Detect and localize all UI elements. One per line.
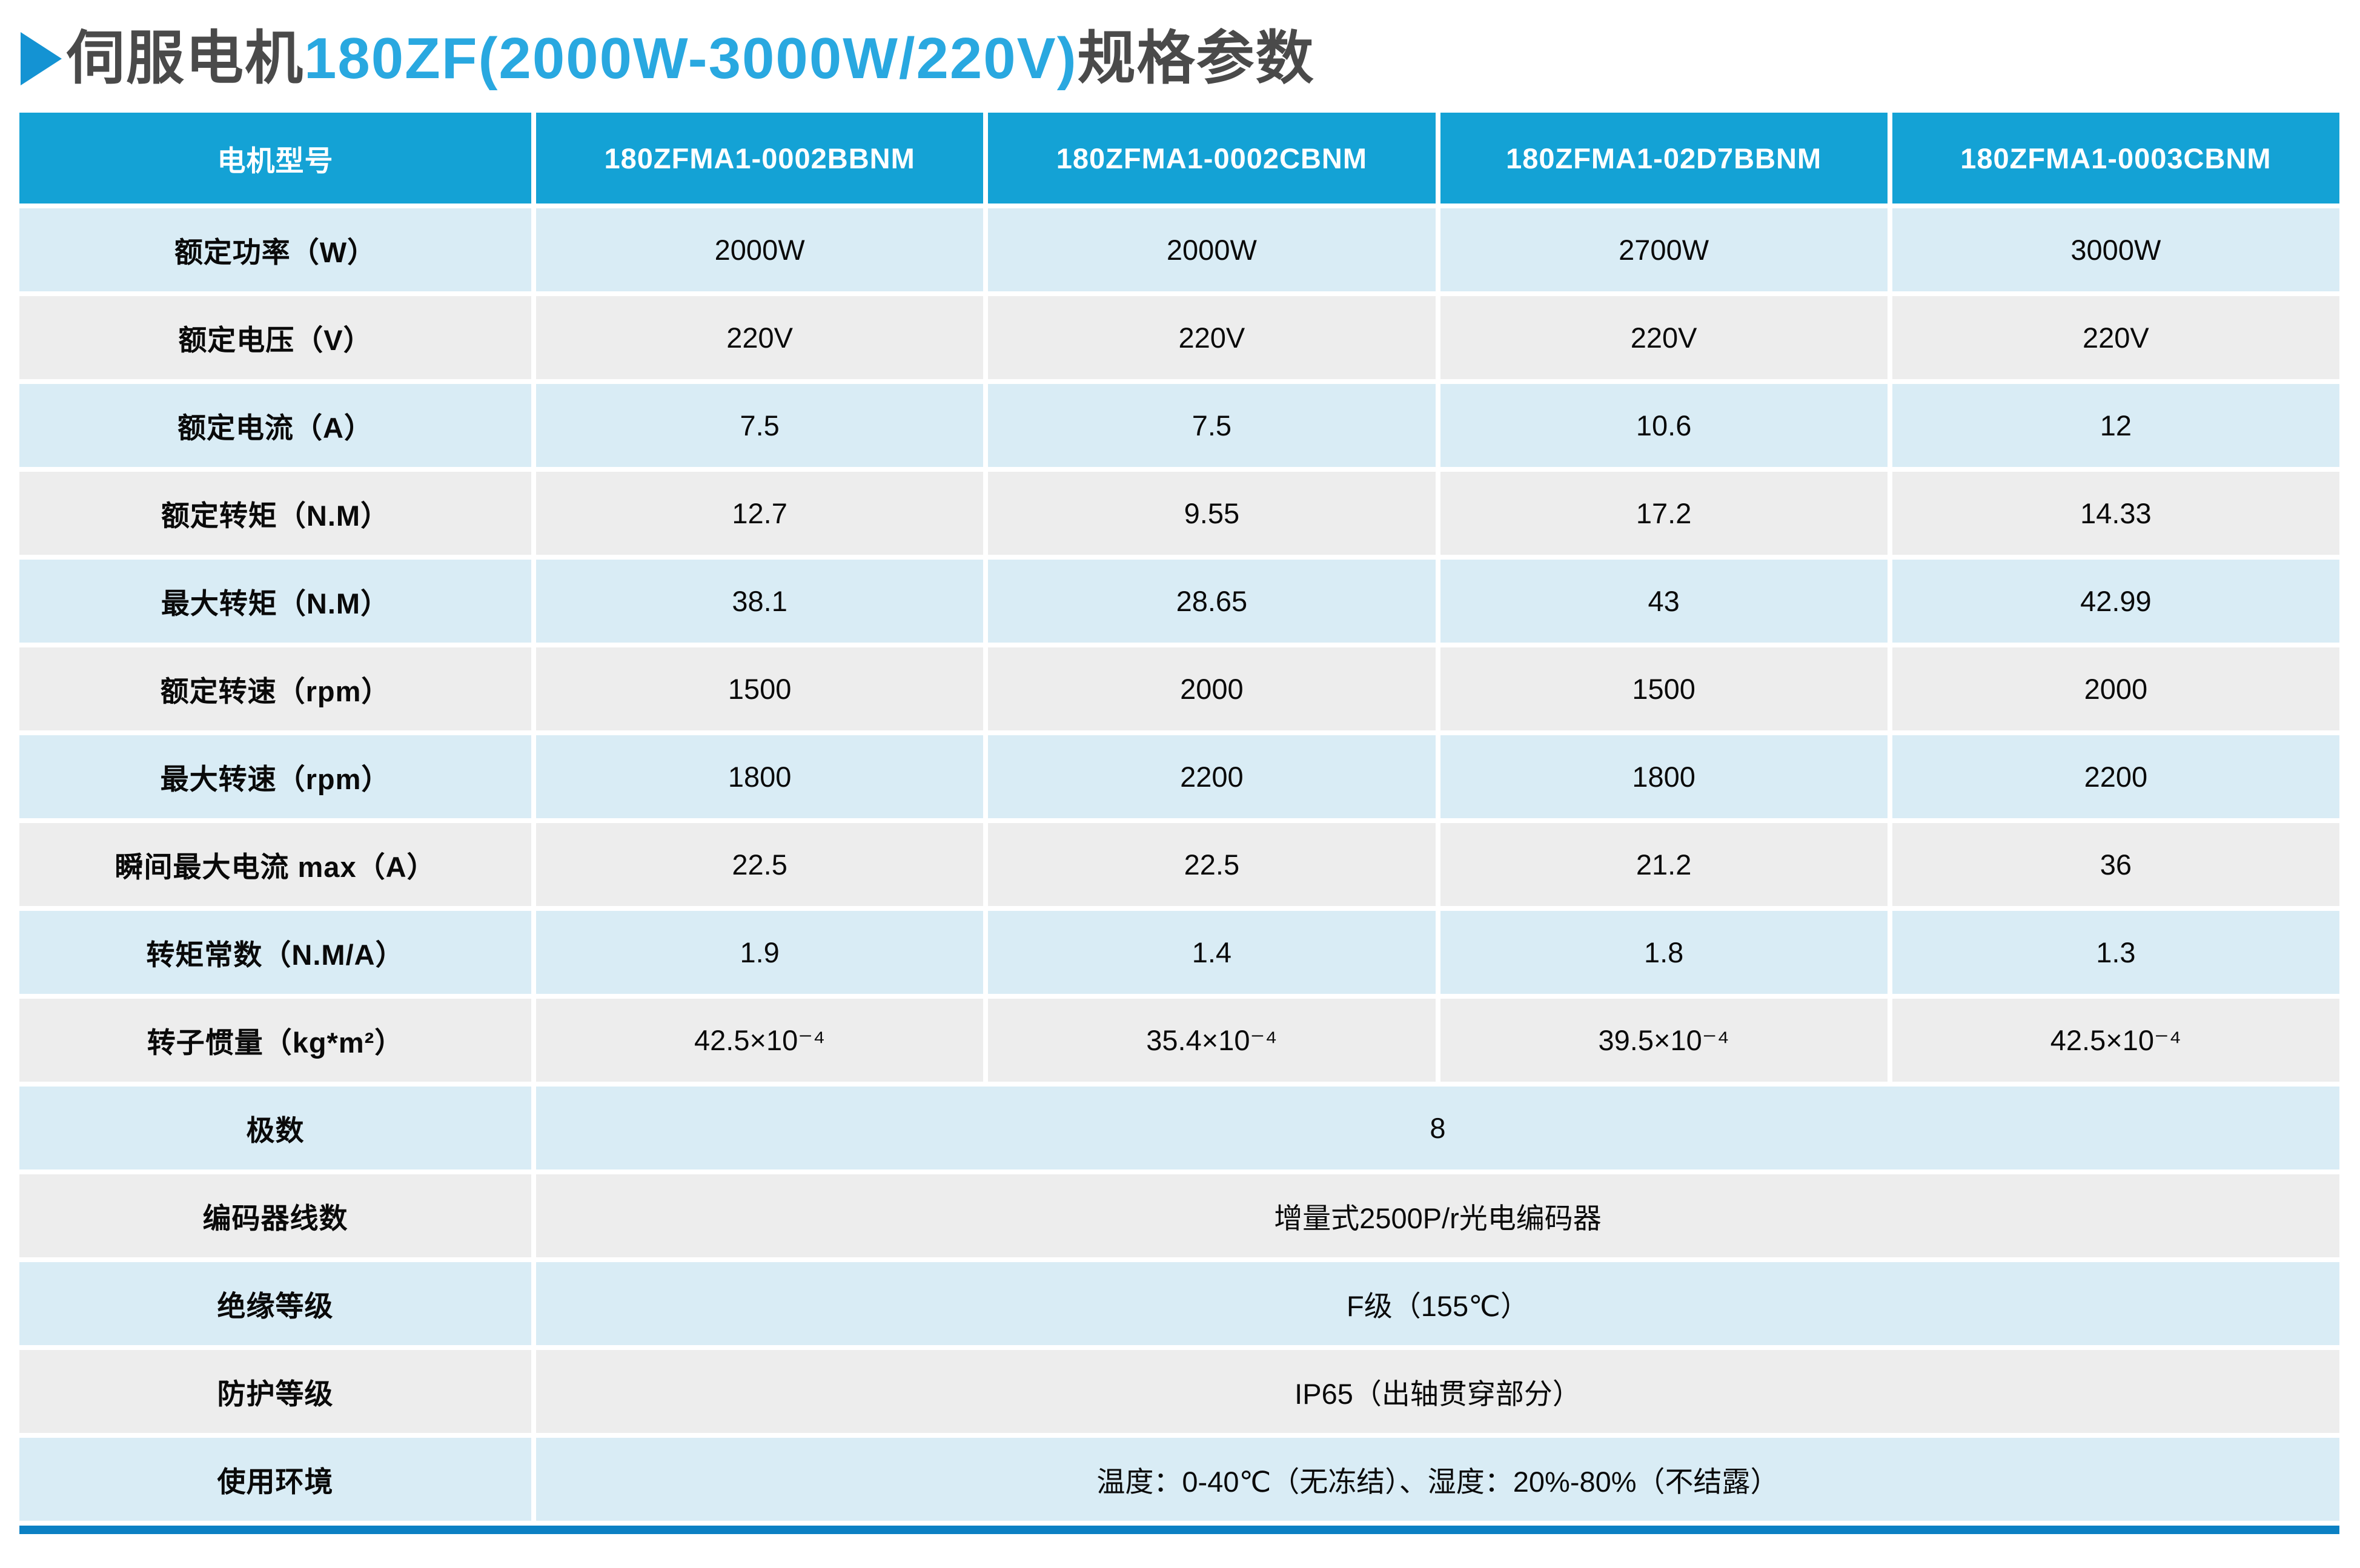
row-label: 编码器线数 [19,1174,531,1257]
row-merged-value: 温度：0-40℃（无冻结）、湿度：20%-80%（不结露） [536,1438,2339,1521]
row-label: 转矩常数（N.M/A） [19,911,531,994]
row-value: 39.5×10⁻⁴ [1440,999,1888,1082]
row-value: 220V [1440,296,1888,379]
table-row: 额定电流（A） 7.5 7.5 10.6 12 [19,384,2339,467]
row-label: 绝缘等级 [19,1262,531,1345]
row-label: 最大转速（rpm） [19,735,531,818]
table-row: 使用环境 温度：0-40℃（无冻结）、湿度：20%-80%（不结露） [19,1438,2339,1521]
row-label: 额定电压（V） [19,296,531,379]
row-value: 220V [1892,296,2339,379]
row-label: 额定转矩（N.M） [19,472,531,555]
row-value: 1.3 [1892,911,2339,994]
row-label: 最大转矩（N.M） [19,560,531,643]
row-merged-value: 增量式2500P/r光电编码器 [536,1174,2339,1257]
row-value: 42.5×10⁻⁴ [536,999,984,1082]
row-value: 2000W [536,208,984,291]
row-value: 38.1 [536,560,984,643]
row-value: 22.5 [536,823,984,906]
row-value: 2700W [1440,208,1888,291]
row-label: 使用环境 [19,1438,531,1521]
row-value: 2000 [1892,647,2339,730]
row-label: 额定电流（A） [19,384,531,467]
row-value: 1800 [1440,735,1888,818]
table-row: 极数 8 [19,1087,2339,1169]
row-value: 1.8 [1440,911,1888,994]
row-value: 14.33 [1892,472,2339,555]
table-row: 防护等级 IP65（出轴贯穿部分） [19,1350,2339,1433]
row-value: 9.55 [988,472,1436,555]
row-value: 10.6 [1440,384,1888,467]
row-value: 35.4×10⁻⁴ [988,999,1436,1082]
table-row: 额定功率（W） 2000W 2000W 2700W 3000W [19,208,2339,291]
row-value: 36 [1892,823,2339,906]
row-value: 28.65 [988,560,1436,643]
row-label: 瞬间最大电流 max（A） [19,823,531,906]
title-arrow-icon [21,32,62,85]
row-value: 1.9 [536,911,984,994]
row-label: 转子惯量（kg*m²） [19,999,531,1082]
row-value: 3000W [1892,208,2339,291]
row-value: 2000 [988,647,1436,730]
row-value: 12 [1892,384,2339,467]
header-cell-model-4: 180ZFMA1-0003CBNM [1892,113,2339,203]
page-title-text: 伺服电机180ZF(2000W-3000W/220V)规格参数 [67,30,1315,88]
table-row: 额定转矩（N.M） 12.7 9.55 17.2 14.33 [19,472,2339,555]
row-value: 2200 [988,735,1436,818]
table-row: 额定转速（rpm） 1500 2000 1500 2000 [19,647,2339,730]
spec-table: 电机型号 180ZFMA1-0002BBNM 180ZFMA1-0002CBNM… [15,108,2344,1526]
row-label: 防护等级 [19,1350,531,1433]
header-cell-model-1: 180ZFMA1-0002BBNM [536,113,984,203]
row-value: 17.2 [1440,472,1888,555]
table-row: 最大转矩（N.M） 38.1 28.65 43 42.99 [19,560,2339,643]
title-suffix: 规格参数 [1077,26,1315,91]
row-value: 1800 [536,735,984,818]
row-value: 22.5 [988,823,1436,906]
row-value: 1.4 [988,911,1436,994]
row-value: 1500 [1440,647,1888,730]
header-row: 电机型号 180ZFMA1-0002BBNM 180ZFMA1-0002CBNM… [19,113,2339,203]
row-merged-value: IP65（出轴贯穿部分） [536,1350,2339,1433]
row-label: 额定转速（rpm） [19,647,531,730]
table-row: 绝缘等级 F级（155℃） [19,1262,2339,1345]
row-value: 220V [536,296,984,379]
row-value: 42.99 [1892,560,2339,643]
row-merged-value: 8 [536,1087,2339,1169]
spec-table-header: 电机型号 180ZFMA1-0002BBNM 180ZFMA1-0002CBNM… [19,113,2339,203]
header-cell-motor-model: 电机型号 [19,113,531,203]
row-value: 2000W [988,208,1436,291]
header-cell-model-2: 180ZFMA1-0002CBNM [988,113,1436,203]
table-row: 额定电压（V） 220V 220V 220V 220V [19,296,2339,379]
row-value: 12.7 [536,472,984,555]
row-label: 极数 [19,1087,531,1169]
row-value: 43 [1440,560,1888,643]
row-value: 42.5×10⁻⁴ [1892,999,2339,1082]
header-cell-model-3: 180ZFMA1-02D7BBNM [1440,113,1888,203]
title-prefix: 伺服电机 [67,26,304,91]
spec-table-body: 额定功率（W） 2000W 2000W 2700W 3000W 额定电压（V） 220V 22… [19,208,2339,1521]
row-value: 21.2 [1440,823,1888,906]
page-title: 伺服电机180ZF(2000W-3000W/220V)规格参数 [21,21,2360,97]
row-merged-value: F级（155℃） [536,1262,2339,1345]
table-row: 最大转速（rpm） 1800 2200 1800 2200 [19,735,2339,818]
row-label: 额定功率（W） [19,208,531,291]
title-model: 180ZF(2000W-3000W/220V) [304,26,1078,91]
row-value: 220V [988,296,1436,379]
table-row: 瞬间最大电流 max（A） 22.5 22.5 21.2 36 [19,823,2339,906]
table-row: 转矩常数（N.M/A） 1.9 1.4 1.8 1.3 [19,911,2339,994]
row-value: 1500 [536,647,984,730]
row-value: 7.5 [536,384,984,467]
bottom-accent-bar [19,1526,2339,1534]
row-value: 2200 [1892,735,2339,818]
row-value: 7.5 [988,384,1436,467]
table-row: 编码器线数 增量式2500P/r光电编码器 [19,1174,2339,1257]
table-row: 转子惯量（kg*m²） 42.5×10⁻⁴ 35.4×10⁻⁴ 39.5×10⁻⁴ 42… [19,999,2339,1082]
